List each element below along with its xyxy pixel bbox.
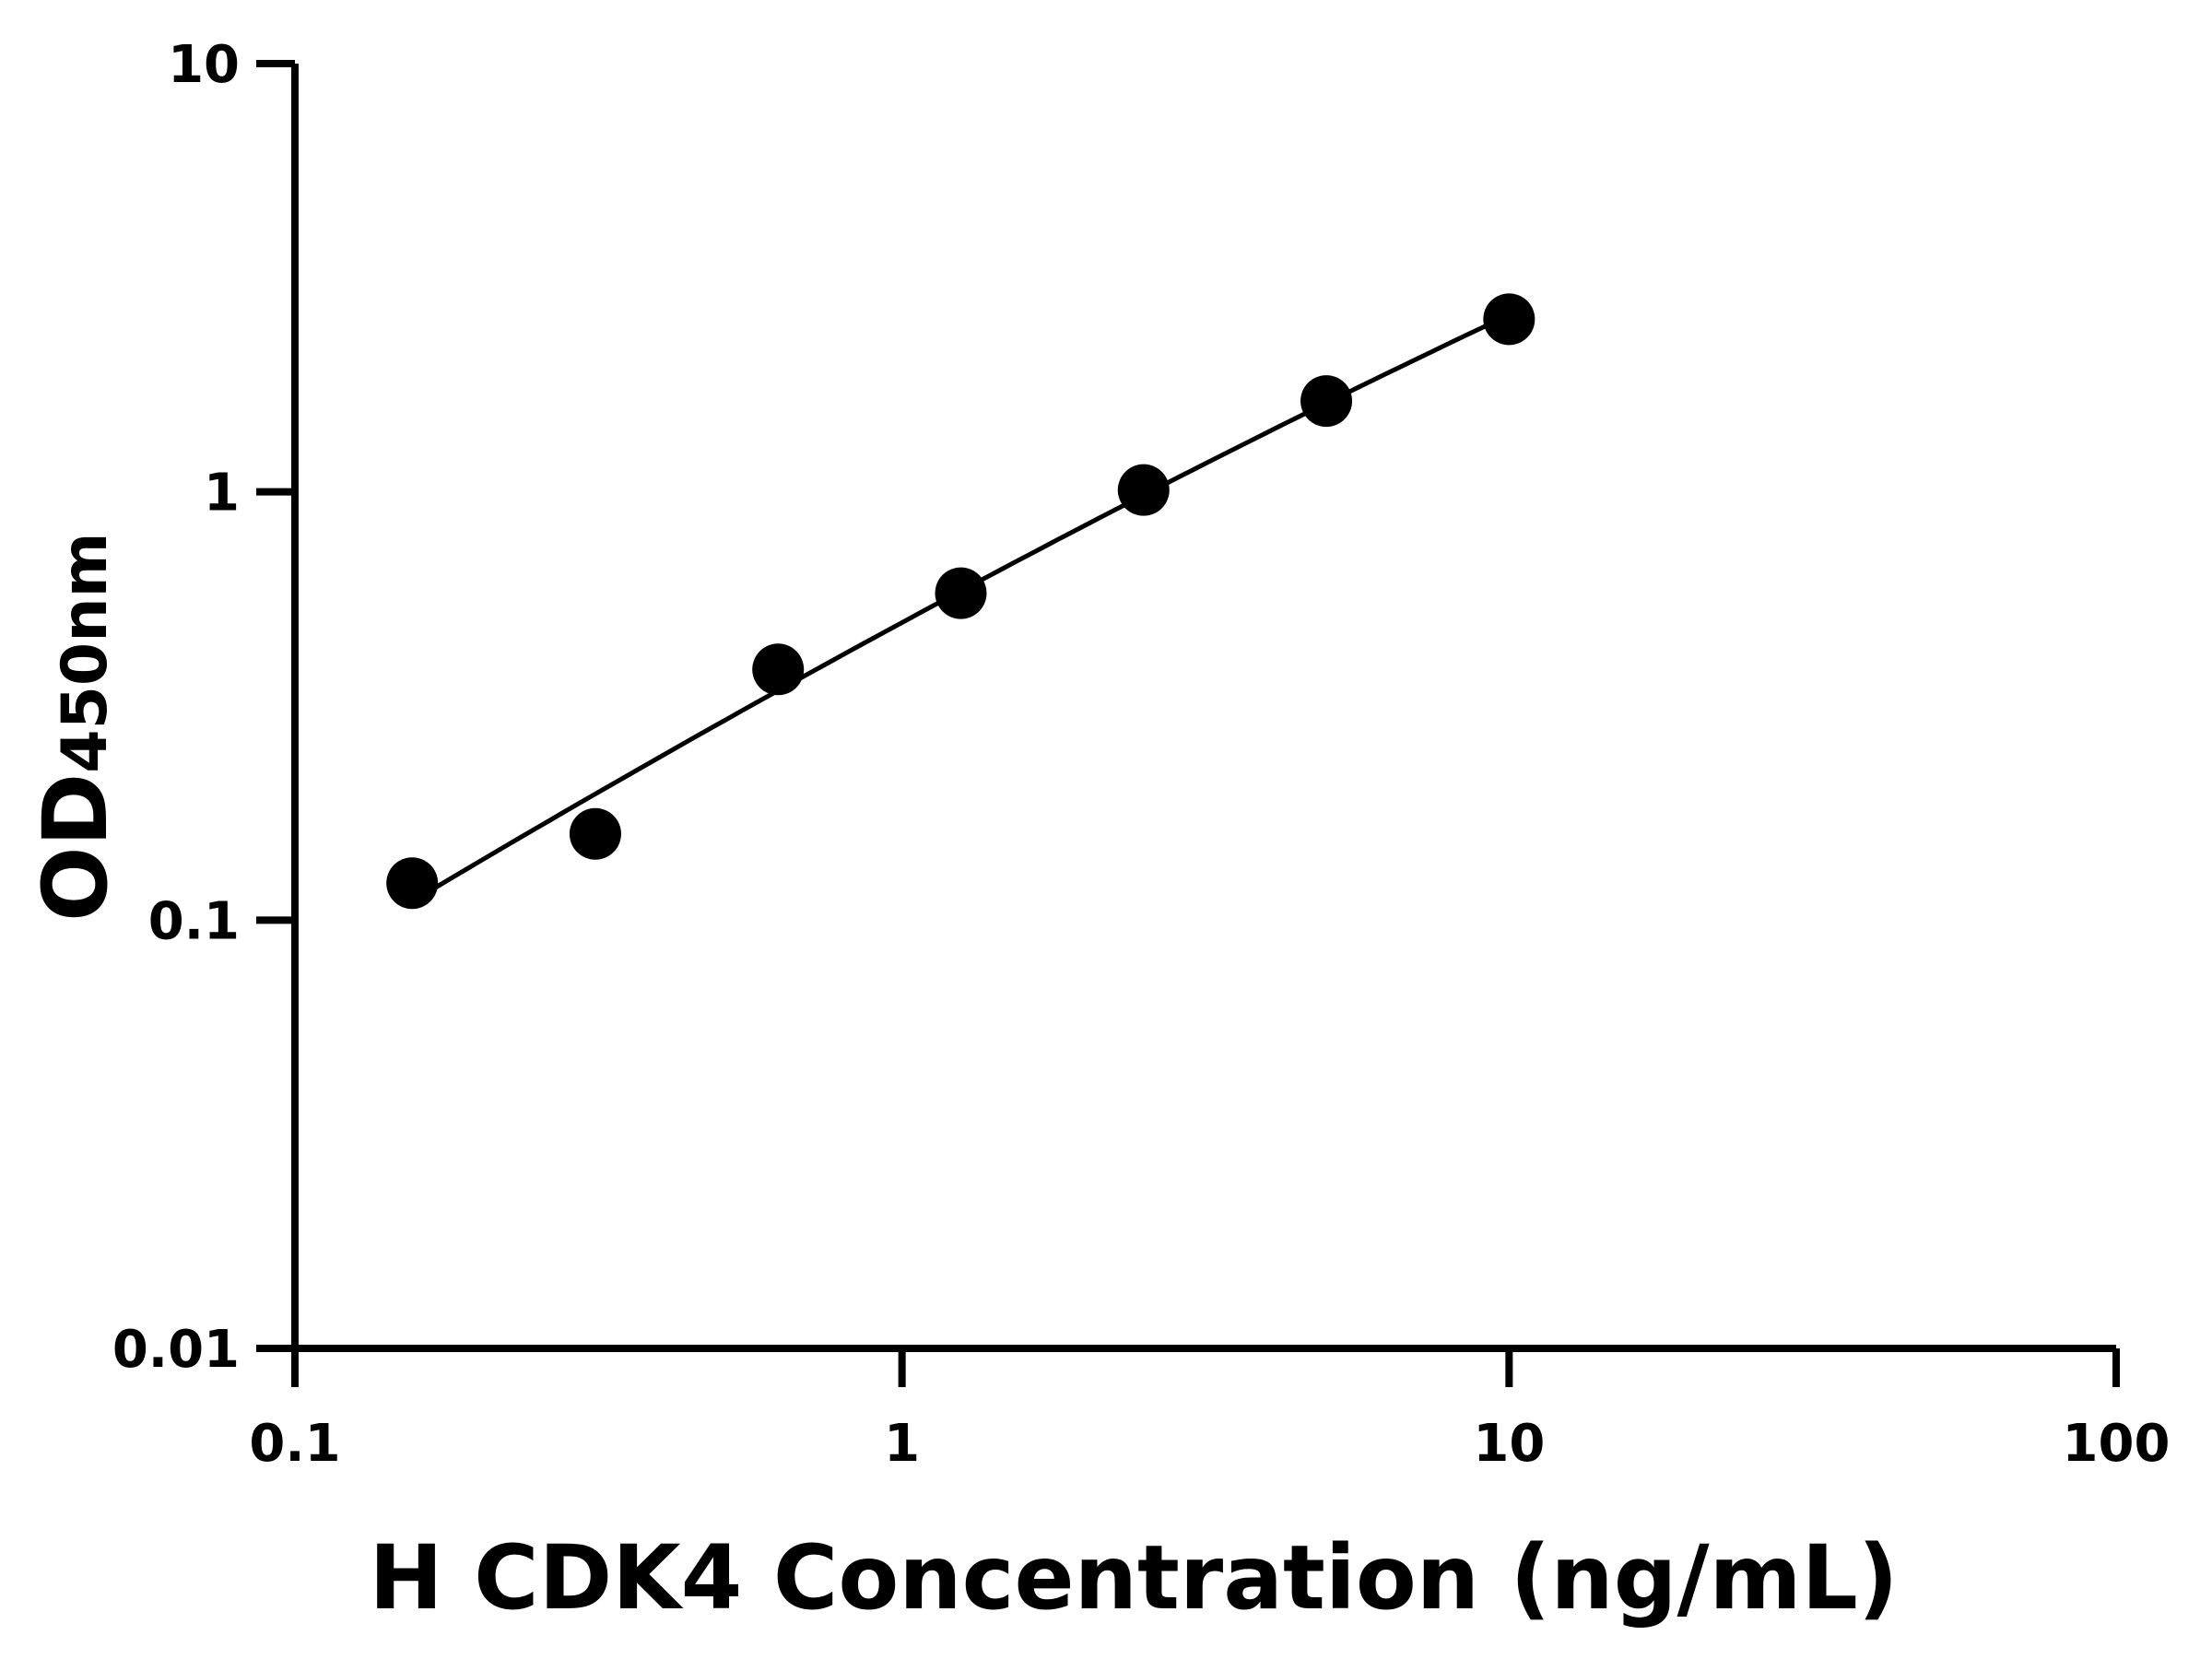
data-point bbox=[1117, 464, 1170, 516]
y-tick-label: 0.01 bbox=[112, 1320, 240, 1380]
x-tick-label: 100 bbox=[2063, 1414, 2171, 1474]
data-point bbox=[1483, 293, 1535, 346]
data-point bbox=[752, 643, 805, 696]
x-tick-label: 0.1 bbox=[249, 1414, 340, 1474]
y-axis-label-subscript: 450nm bbox=[49, 532, 122, 772]
data-point bbox=[1300, 375, 1353, 428]
y-axis-label: OD450nm bbox=[24, 532, 127, 922]
y-tick-label: 0.1 bbox=[148, 891, 240, 951]
data-point bbox=[569, 807, 621, 860]
data-point bbox=[386, 857, 439, 910]
x-axis-label: H CDK4 Concentration (ng/mL) bbox=[369, 1526, 1898, 1630]
y-axis-label-main: OD bbox=[24, 773, 127, 922]
points-layer bbox=[386, 293, 1535, 910]
y-tick-label: 10 bbox=[168, 35, 240, 95]
data-point bbox=[935, 567, 987, 619]
y-tick-label: 1 bbox=[204, 464, 240, 524]
x-tick-label: 10 bbox=[1473, 1414, 1545, 1474]
x-tick-label: 1 bbox=[884, 1414, 920, 1474]
